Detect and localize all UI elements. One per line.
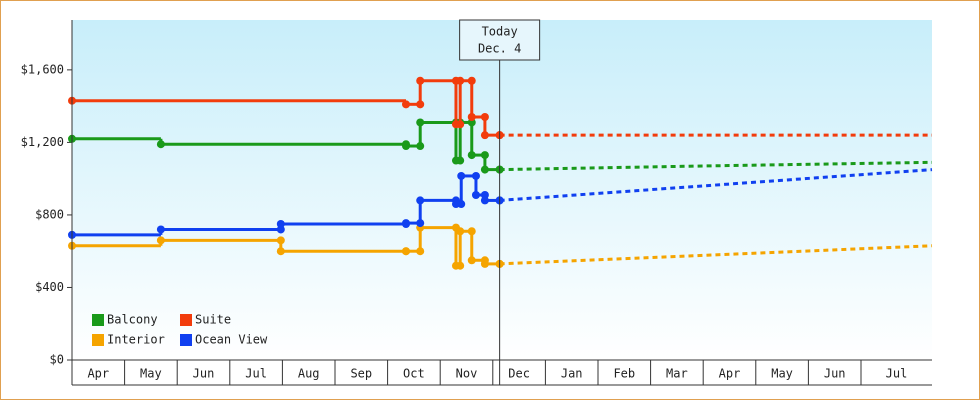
x-tick-label: Mar	[666, 367, 688, 381]
point-marker	[480, 113, 489, 122]
x-tick-label: Sep	[350, 367, 372, 381]
point-marker	[480, 165, 489, 174]
legend-swatch	[92, 334, 104, 346]
point-marker	[402, 142, 411, 151]
point-marker	[471, 190, 480, 199]
x-tick-label: Jan	[561, 367, 583, 381]
legend-label: Ocean View	[195, 333, 268, 347]
point-marker	[467, 227, 476, 236]
legend-label: Suite	[195, 313, 231, 327]
point-marker	[480, 151, 489, 160]
legend-label: Interior	[107, 333, 165, 347]
x-tick-label: Apr	[719, 367, 741, 381]
x-tick-label: Aug	[298, 367, 320, 381]
point-marker	[471, 171, 480, 180]
x-tick-label: Jul	[245, 367, 267, 381]
legend: Balcony Suite Interior Ocean View	[92, 313, 268, 347]
y-tick-label: $400	[35, 280, 64, 294]
x-tick-label: Jul	[886, 367, 908, 381]
point-marker	[416, 196, 425, 205]
y-tick-label: $0	[50, 353, 64, 367]
point-marker	[467, 256, 476, 265]
point-marker	[416, 100, 425, 109]
point-marker	[416, 219, 425, 228]
point-marker	[457, 171, 466, 180]
point-marker	[156, 225, 165, 234]
x-tick-label: Feb	[613, 367, 635, 381]
point-marker	[480, 131, 489, 140]
legend-swatch	[180, 314, 192, 326]
y-tick-label: $800	[35, 207, 64, 221]
point-marker	[416, 142, 425, 151]
legend-swatch	[92, 314, 104, 326]
point-marker	[402, 100, 411, 109]
point-marker	[456, 76, 465, 85]
point-marker	[451, 200, 460, 209]
point-marker	[416, 118, 425, 127]
legend-swatch	[180, 334, 192, 346]
point-marker	[467, 113, 476, 122]
point-marker	[402, 247, 411, 256]
today-label: Today	[482, 25, 518, 39]
point-marker	[480, 259, 489, 268]
point-marker	[416, 76, 425, 85]
point-marker	[276, 236, 285, 245]
point-marker	[451, 156, 460, 165]
point-marker	[402, 219, 411, 228]
today-date: Dec. 4	[478, 42, 521, 56]
point-marker	[416, 247, 425, 256]
x-tick-label: Nov	[456, 367, 478, 381]
point-marker	[456, 227, 465, 236]
series	[68, 168, 933, 239]
x-tick-label: May	[771, 367, 793, 381]
series	[68, 223, 933, 270]
point-marker	[480, 196, 489, 205]
y-tick-label: $1,200	[21, 135, 64, 149]
x-tick-label: May	[140, 367, 162, 381]
x-tick-label: Jun	[824, 367, 846, 381]
plot-area	[72, 20, 932, 360]
marks	[68, 76, 933, 270]
point-marker	[156, 236, 165, 245]
point-marker	[156, 140, 165, 149]
point-marker	[467, 151, 476, 160]
point-marker	[451, 120, 460, 129]
x-tick-label: Oct	[403, 367, 425, 381]
point-marker	[276, 247, 285, 256]
x-tick-label: Jun	[193, 367, 215, 381]
series	[68, 76, 932, 140]
grid	[67, 69, 932, 386]
today-box	[459, 19, 541, 61]
series	[68, 118, 933, 174]
x-tick-label: Apr	[87, 367, 109, 381]
x-tick-label: Dec	[508, 367, 530, 381]
legend-label: Balcony	[107, 313, 158, 327]
point-marker	[467, 76, 476, 85]
point-marker	[276, 220, 285, 228]
y-tick-label: $1,600	[21, 62, 64, 76]
forecast-line	[499, 244, 933, 266]
forecast-line	[499, 160, 933, 172]
forecast-line	[499, 168, 933, 202]
point-marker	[451, 261, 460, 270]
